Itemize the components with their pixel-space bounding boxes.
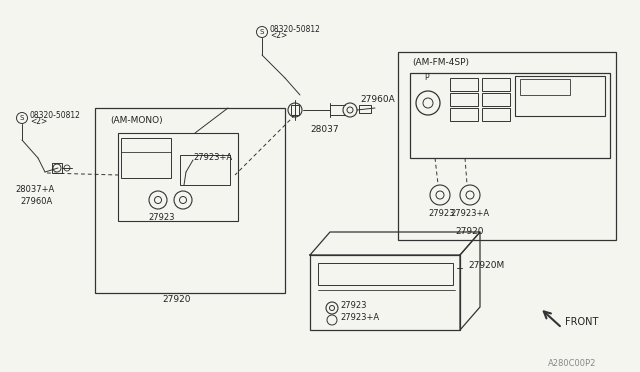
Text: 27923+A: 27923+A: [450, 208, 489, 218]
Bar: [291, 105, 299, 115]
Text: 28037: 28037: [310, 125, 339, 135]
Text: <2>: <2>: [30, 118, 47, 126]
Bar: [450, 108, 478, 121]
Text: (AM-FM-4SP): (AM-FM-4SP): [412, 58, 469, 67]
Text: 27923: 27923: [340, 301, 367, 310]
Bar: [118, 133, 238, 221]
Text: <2>: <2>: [270, 32, 287, 41]
Bar: [450, 93, 478, 106]
Circle shape: [460, 185, 480, 205]
Text: 08320-50812: 08320-50812: [30, 110, 81, 119]
Text: 27960A: 27960A: [20, 198, 52, 206]
Bar: [520, 79, 570, 95]
Text: P: P: [424, 74, 429, 83]
Bar: [95, 108, 285, 293]
Bar: [410, 73, 610, 158]
Text: 27923+A: 27923+A: [340, 314, 379, 323]
Bar: [121, 138, 171, 178]
Bar: [180, 155, 230, 185]
Text: 28037+A: 28037+A: [15, 186, 54, 195]
Text: 27920: 27920: [162, 295, 191, 305]
Text: 27960A: 27960A: [360, 96, 395, 105]
Text: 27920: 27920: [455, 228, 483, 237]
Bar: [450, 78, 478, 91]
Text: S: S: [20, 115, 24, 121]
Circle shape: [430, 185, 450, 205]
Bar: [52, 163, 62, 173]
Bar: [318, 263, 453, 285]
Circle shape: [327, 315, 337, 325]
Bar: [310, 255, 460, 330]
Bar: [482, 93, 510, 106]
Bar: [482, 78, 510, 91]
Text: 27923+A: 27923+A: [193, 154, 232, 163]
Bar: [515, 76, 605, 116]
Text: (AM-MONO): (AM-MONO): [110, 115, 163, 125]
Circle shape: [343, 103, 357, 117]
Bar: [482, 108, 510, 121]
Text: 27920M: 27920M: [468, 260, 504, 269]
Text: S: S: [260, 29, 264, 35]
Text: 27923: 27923: [428, 208, 454, 218]
Text: 27923: 27923: [148, 212, 175, 221]
Circle shape: [149, 191, 167, 209]
Circle shape: [326, 302, 338, 314]
Bar: [359, 105, 371, 113]
Text: 08320-50812: 08320-50812: [270, 25, 321, 33]
Text: A280C00P2: A280C00P2: [548, 359, 596, 368]
Circle shape: [174, 191, 192, 209]
Circle shape: [416, 91, 440, 115]
Bar: [398, 52, 616, 240]
Circle shape: [288, 103, 302, 117]
Text: FRONT: FRONT: [565, 317, 598, 327]
